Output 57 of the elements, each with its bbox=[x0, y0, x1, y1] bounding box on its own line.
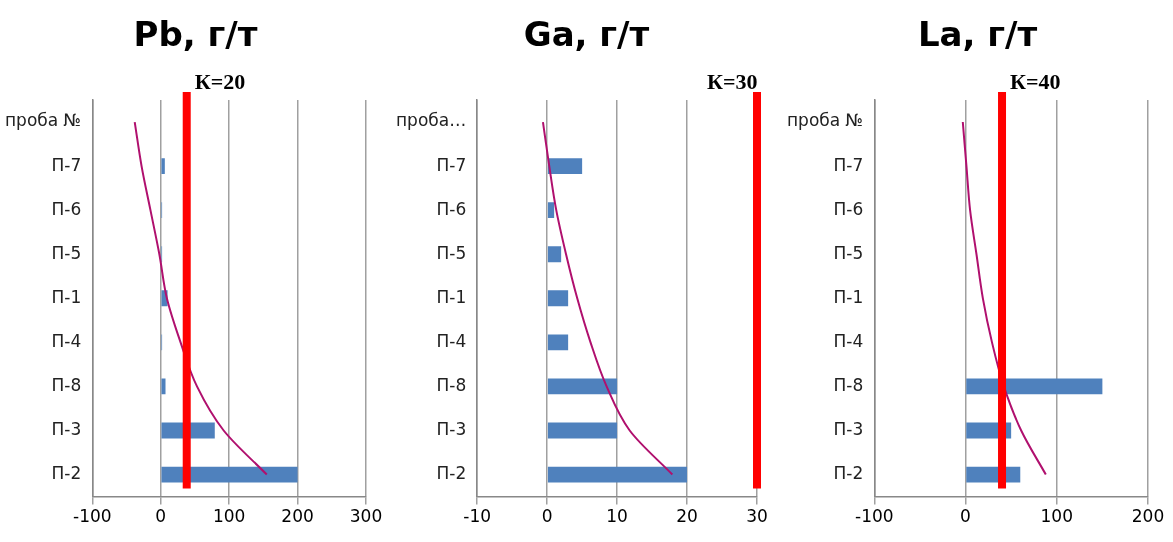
x-tick-label: 200 bbox=[281, 506, 314, 527]
bar bbox=[547, 290, 569, 307]
y-tick-label: П-3 bbox=[833, 418, 864, 439]
y-tick-label: П-4 bbox=[436, 330, 467, 351]
x-tick-label: -10 bbox=[463, 506, 492, 527]
bar bbox=[547, 202, 555, 219]
chart-title: Ga, г/т bbox=[522, 14, 651, 54]
y-tick-label: П-4 bbox=[833, 330, 864, 351]
bar bbox=[161, 158, 165, 175]
y-tick-label: П-1 bbox=[436, 286, 467, 307]
bar bbox=[547, 422, 618, 439]
y-tick-label: П-8 bbox=[833, 374, 864, 395]
x-tick-label: -100 bbox=[73, 506, 112, 527]
x-tick-label: 0 bbox=[541, 506, 553, 527]
y-tick-label: проба… bbox=[395, 110, 467, 131]
y-tick-label: П-2 bbox=[51, 462, 82, 483]
y-tick-label: П-3 bbox=[436, 418, 467, 439]
y-tick-label: П-2 bbox=[833, 462, 864, 483]
y-tick-label: П-6 bbox=[833, 198, 864, 219]
y-tick-label: П-3 bbox=[51, 418, 82, 439]
y-tick-label: П-7 bbox=[51, 154, 82, 175]
bar bbox=[547, 246, 562, 263]
y-tick-label: П-7 bbox=[436, 154, 467, 175]
bar bbox=[547, 466, 688, 483]
y-tick-label: П-7 bbox=[833, 154, 864, 175]
y-tick-label: проба № bbox=[5, 110, 82, 131]
x-tick-label: 0 bbox=[960, 506, 971, 527]
chart-title: La, г/т bbox=[916, 14, 1039, 54]
x-tick-label: 0 bbox=[155, 506, 167, 527]
y-tick-label: П-1 bbox=[51, 286, 82, 307]
x-tick-label: 100 bbox=[212, 506, 246, 527]
ref-line-label: К=30 bbox=[707, 68, 758, 94]
bar bbox=[161, 378, 166, 395]
y-tick-label: П-8 bbox=[51, 374, 82, 395]
bar bbox=[547, 334, 569, 351]
x-tick-label: 300 bbox=[349, 506, 383, 527]
y-tick-label: П-6 bbox=[51, 198, 82, 219]
x-tick-label: -100 bbox=[855, 506, 894, 527]
y-tick-label: проба № bbox=[787, 110, 864, 131]
bar bbox=[547, 378, 618, 395]
chart-title: Pb, г/т bbox=[132, 14, 259, 54]
bar bbox=[547, 158, 583, 175]
x-tick-label: 20 bbox=[676, 506, 698, 527]
y-tick-label: П-4 bbox=[51, 330, 82, 351]
y-tick-label: П-5 bbox=[833, 242, 864, 263]
y-tick-label: П-1 bbox=[833, 286, 864, 307]
x-tick-label: 100 bbox=[1040, 506, 1073, 527]
text: К=20 bbox=[194, 68, 246, 94]
y-tick-label: П-5 bbox=[51, 242, 82, 263]
y-tick-label: П-8 bbox=[436, 374, 467, 395]
y-tick-label: П-2 bbox=[436, 462, 467, 483]
y-tick-label: П-5 bbox=[436, 242, 467, 263]
x-tick-label: 30 bbox=[746, 506, 768, 527]
ref-line-label: К=40 bbox=[1010, 68, 1061, 94]
x-tick-label: 10 bbox=[606, 506, 628, 527]
x-tick-label: 200 bbox=[1131, 506, 1165, 527]
y-tick-label: П-6 bbox=[436, 198, 467, 219]
